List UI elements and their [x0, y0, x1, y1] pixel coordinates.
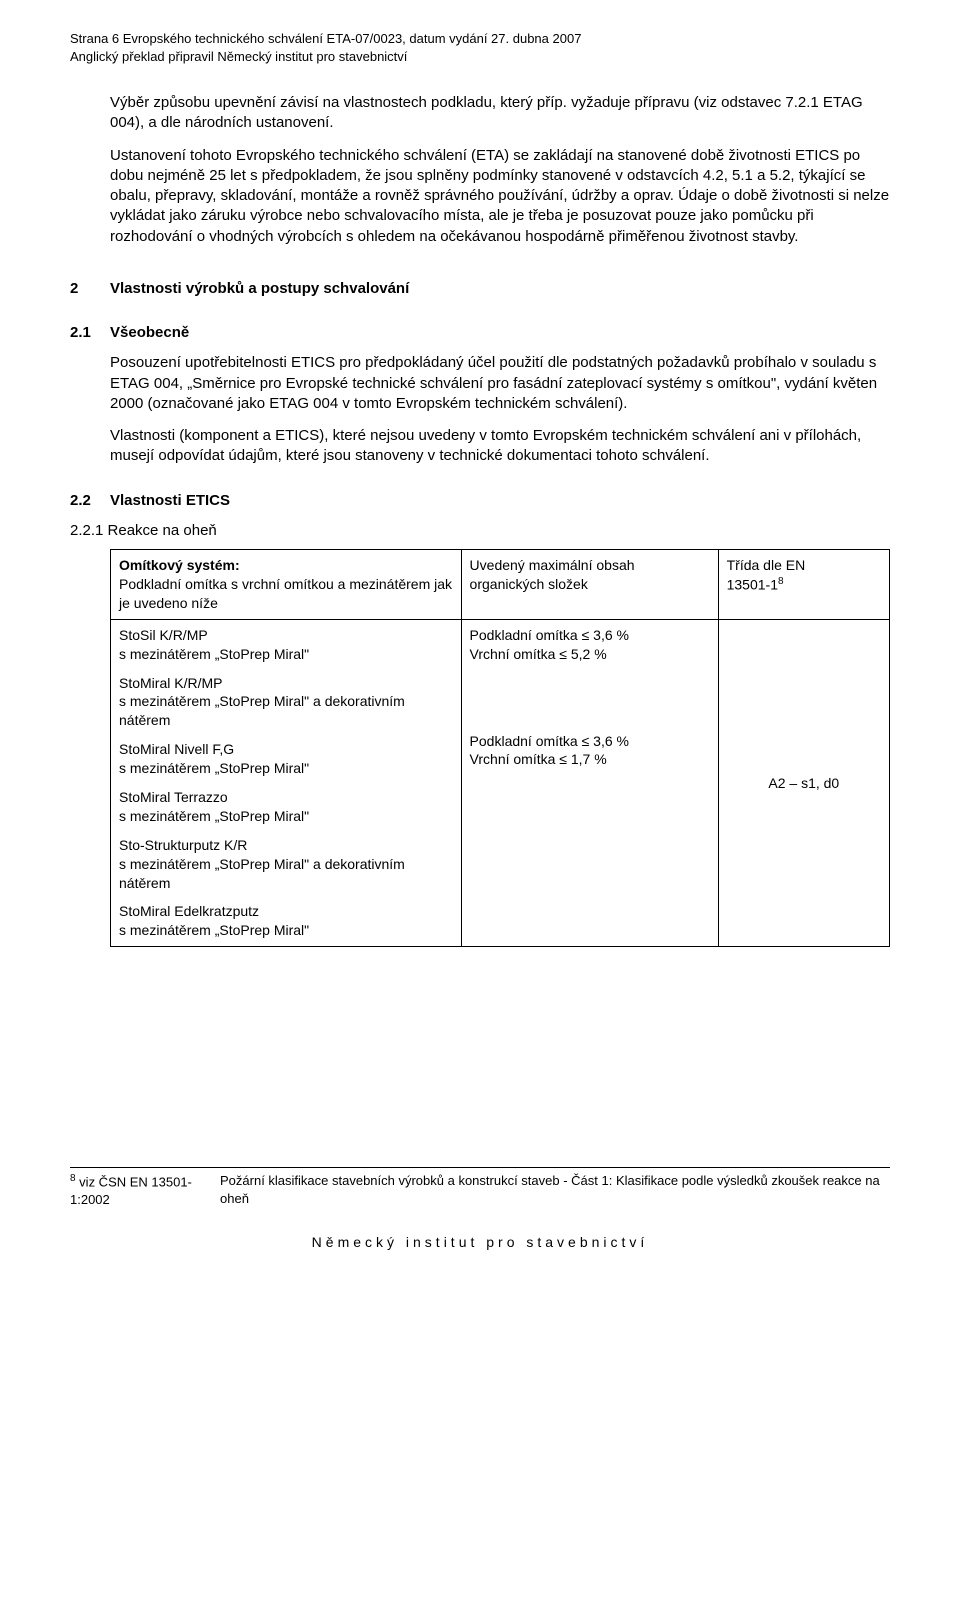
subsection-2-1-para-2: Vlastnosti (komponent a ETICS), které ne…	[110, 426, 890, 467]
table-header-content: Uvedený maximální obsah organických slož…	[461, 550, 718, 620]
system-stomiral-nivell-name: StoMiral Nivell F,G	[119, 740, 453, 759]
system-stosil-name: StoSil K/R/MP	[119, 626, 453, 645]
table-row: StoSil K/R/MP s mezinátěrem „StoPrep Mir…	[111, 619, 890, 946]
table-cell-content-values: Podkladní omítka ≤ 3,6 % Vrchní omítka ≤…	[461, 619, 718, 946]
header-line-2: Anglický překlad připravil Německý insti…	[70, 48, 890, 66]
system-stomiral-edelkratz-note: s mezinátěrem „StoPrep Miral"	[119, 921, 453, 940]
system-sto-strukturputz-note: s mezinátěrem „StoPrep Miral" a dekorati…	[119, 855, 453, 893]
paragraph-1: Výběr způsobu upevnění závisí na vlastno…	[110, 93, 890, 134]
content-block1-l1: Podkladní omítka ≤ 3,6 %	[470, 626, 710, 645]
footnote: 8 viz ČSN EN 13501-1:2002 Požární klasif…	[70, 1167, 890, 1208]
subsection-2-2-title: Vlastnosti ETICS	[110, 491, 230, 511]
system-stosil-note: s mezinátěrem „StoPrep Miral"	[119, 645, 453, 664]
system-stomiral-nivell-note: s mezinátěrem „StoPrep Miral"	[119, 759, 453, 778]
table-header-content-l2: organických složek	[470, 575, 710, 594]
table-header-class-l1: Třída dle EN	[727, 556, 881, 575]
table-header-system-bold: Omítkový systém:	[119, 556, 453, 575]
system-stomiral-terrazzo-name: StoMiral Terrazzo	[119, 788, 453, 807]
table-header-class: Třída dle EN 13501-18	[718, 550, 889, 620]
table-header-system: Omítkový systém: Podkladní omítka s vrch…	[111, 550, 462, 620]
section-2-number: 2	[70, 279, 110, 299]
content-block2-l1: Podkladní omítka ≤ 3,6 %	[470, 732, 710, 751]
page-footer: Německý institut pro stavebnictví	[70, 1233, 890, 1252]
class-value: A2 – s1, d0	[727, 774, 881, 793]
page-header: Strana 6 Evropského technického schválen…	[70, 30, 890, 65]
content-block1-l2: Vrchní omítka ≤ 5,2 %	[470, 645, 710, 664]
table-header-class-l2: 13501-1	[727, 577, 778, 593]
etics-table: Omítkový systém: Podkladní omítka s vrch…	[110, 549, 890, 947]
table-header-class-sup: 8	[778, 576, 784, 587]
footnote-ref: 8 viz ČSN EN 13501-1:2002	[70, 1172, 220, 1208]
table-header-row: Omítkový systém: Podkladní omítka s vrch…	[111, 550, 890, 620]
subsection-2-1-para-1: Posouzení upotřebitelnosti ETICS pro pře…	[110, 353, 890, 414]
system-sto-strukturputz-name: Sto-Strukturputz K/R	[119, 836, 453, 855]
footnote-ref-text: viz ČSN EN 13501-1:2002	[70, 1175, 192, 1208]
system-stomiral-edelkratz-name: StoMiral Edelkratzputz	[119, 902, 453, 921]
paragraph-2: Ustanovení tohoto Evropského technického…	[110, 146, 890, 247]
section-2-heading: 2 Vlastnosti výrobků a postupy schvalová…	[70, 279, 890, 299]
system-stomiral-krmp-note: s mezinátěrem „StoPrep Miral" a dekorati…	[119, 692, 453, 730]
section-2-title: Vlastnosti výrobků a postupy schvalování	[110, 279, 409, 299]
table-cell-systems: StoSil K/R/MP s mezinátěrem „StoPrep Mir…	[111, 619, 462, 946]
subsection-2-2-number: 2.2	[70, 491, 110, 511]
header-line-1: Strana 6 Evropského technického schválen…	[70, 30, 890, 48]
table-cell-class: A2 – s1, d0	[718, 619, 889, 946]
content-block2-l2: Vrchní omítka ≤ 1,7 %	[470, 750, 710, 769]
subsection-2-1-title: Všeobecně	[110, 323, 189, 343]
subsection-2-1-number: 2.1	[70, 323, 110, 343]
table-header-system-sub: Podkladní omítka s vrchní omítkou a mezi…	[119, 575, 453, 613]
table-header-content-l1: Uvedený maximální obsah	[470, 556, 710, 575]
system-stomiral-terrazzo-note: s mezinátěrem „StoPrep Miral"	[119, 807, 453, 826]
system-stomiral-krmp-name: StoMiral K/R/MP	[119, 674, 453, 693]
subsection-2-2-heading: 2.2 Vlastnosti ETICS	[70, 491, 890, 511]
subsection-2-1-heading: 2.1 Všeobecně	[70, 323, 890, 343]
footnote-text: Požární klasifikace stavebních výrobků a…	[220, 1172, 890, 1208]
subsubsection-2-2-1: 2.2.1 Reakce na oheň	[70, 521, 890, 541]
